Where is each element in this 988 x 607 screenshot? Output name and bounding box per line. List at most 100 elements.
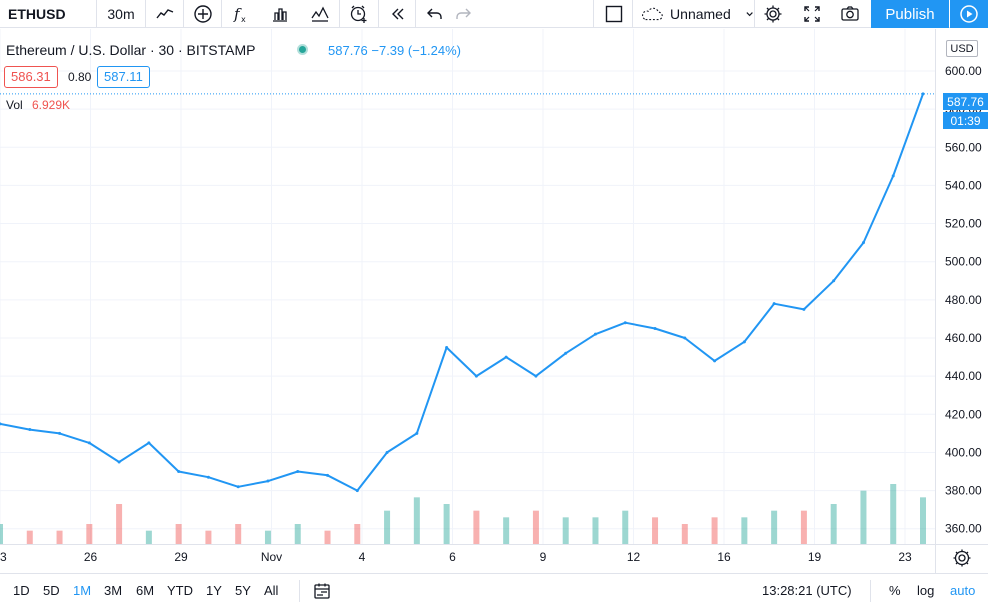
interval-button[interactable]: 30m — [107, 6, 135, 22]
alert-icon[interactable] — [342, 0, 376, 28]
volume-bar — [264, 530, 271, 544]
price-tick-label: 420.00 — [945, 407, 982, 421]
volume-bar — [413, 497, 420, 544]
volume-bar — [324, 530, 331, 544]
range-1y[interactable]: 1Y — [206, 583, 222, 598]
play-icon — [960, 5, 978, 23]
price-point — [87, 441, 91, 445]
templates-icon[interactable] — [303, 0, 337, 28]
price-tick-label: 460.00 — [945, 331, 982, 345]
price-point — [177, 470, 181, 474]
price-point — [266, 479, 270, 483]
price-point — [385, 450, 389, 454]
time-tick-label: Nov — [261, 550, 282, 564]
volume-bar — [473, 510, 480, 544]
range-5y[interactable]: 5Y — [235, 583, 251, 598]
range-ytd[interactable]: YTD — [167, 583, 193, 598]
range-1m[interactable]: 1M — [73, 583, 92, 598]
price-point — [117, 460, 121, 464]
spread-value: 0.80 — [68, 70, 92, 84]
settings-icon[interactable] — [756, 0, 790, 28]
range-6m[interactable]: 6M — [136, 583, 155, 598]
volume-bar — [26, 530, 33, 544]
price-tick-label: 500.00 — [945, 255, 982, 269]
price-point — [921, 92, 925, 96]
play-button[interactable] — [950, 0, 988, 28]
time-tick-label: 4 — [359, 550, 366, 564]
toolbar-divider — [593, 0, 594, 28]
replay-icon[interactable] — [381, 0, 415, 28]
volume-bar — [652, 517, 659, 544]
price-point — [772, 302, 776, 306]
fullscreen-icon[interactable] — [795, 0, 829, 28]
percent-toggle[interactable]: % — [889, 583, 901, 598]
price-tick-label: 540.00 — [945, 178, 982, 192]
legend-title: Ethereum / U.S. Dollar · 30 · BITSTAMP — [6, 42, 256, 58]
financials-icon[interactable] — [263, 0, 297, 28]
legend-price: 587.76 −7.39 (−1.24%) — [328, 43, 461, 58]
redo-icon[interactable] — [446, 0, 480, 28]
snapshot-icon[interactable] — [833, 0, 867, 28]
toolbar-divider — [221, 0, 222, 28]
bottom-toolbar: 1D 5D 1M 3M 6M YTD 1Y 5Y All 13:28:21 (U… — [0, 573, 988, 607]
price-chart[interactable]: 360.00 380.00 400.00 420.00 440.00 460.00 480.… — [0, 29, 988, 573]
price-point — [355, 489, 359, 493]
undo-icon[interactable] — [418, 0, 452, 28]
volume-bar — [532, 510, 539, 544]
add-symbol-icon[interactable] — [186, 0, 220, 28]
volume-bar — [711, 517, 718, 544]
volume-bar — [562, 517, 569, 544]
bar-style-icon[interactable] — [148, 0, 182, 28]
volume-bar — [860, 490, 867, 544]
chevron-down-icon — [746, 12, 753, 17]
time-tick-label: 12 — [627, 550, 641, 564]
range-5d[interactable]: 5D — [43, 583, 60, 598]
volume-bar — [771, 510, 778, 544]
volume-bar — [56, 530, 63, 544]
toolbar-divider — [183, 0, 184, 28]
toolbar-divider — [96, 0, 97, 28]
price-tick-label: 560.00 — [945, 140, 982, 154]
price-tick-label: 520.00 — [945, 217, 982, 231]
bid-price[interactable]: 586.31 — [4, 66, 58, 88]
price-point — [653, 326, 657, 330]
publish-button[interactable]: Publish — [871, 0, 949, 28]
price-point — [891, 174, 895, 178]
price-point — [504, 355, 508, 359]
range-all[interactable]: All — [264, 583, 279, 598]
clock[interactable]: 13:28:21 (UTC) — [762, 583, 852, 598]
price-tick-label: 400.00 — [945, 445, 982, 459]
volume-bar — [354, 524, 361, 544]
price-point — [742, 340, 746, 344]
auto-toggle[interactable]: auto — [950, 583, 976, 598]
log-toggle[interactable]: log — [917, 583, 935, 598]
price-point — [861, 241, 865, 245]
range-3m[interactable]: 3M — [104, 583, 123, 598]
ask-price[interactable]: 587.11 — [97, 66, 150, 88]
volume-bar — [800, 510, 807, 544]
layout-icon[interactable] — [597, 0, 631, 28]
cloud-icon — [642, 7, 663, 21]
symbol-search[interactable]: ETHUSD — [8, 6, 66, 22]
go-to-date-icon[interactable] — [313, 582, 331, 600]
price-point — [474, 374, 478, 378]
price-point — [593, 332, 597, 336]
range-1d[interactable]: 1D — [13, 583, 30, 598]
price-tick-label: 600.00 — [945, 64, 982, 78]
price-point — [58, 431, 62, 435]
price-tick-label: 440.00 — [945, 369, 982, 383]
volume-bar — [681, 524, 688, 544]
price-point — [28, 428, 32, 432]
time-tick-label: 26 — [84, 550, 98, 564]
bottom-divider — [870, 580, 871, 602]
price-point — [683, 336, 687, 340]
currency-badge[interactable]: USD — [946, 40, 978, 57]
volume-bar — [443, 504, 450, 544]
bar-countdown: 01:39 — [943, 112, 988, 129]
bottom-divider — [299, 580, 300, 602]
axis-settings-icon[interactable] — [952, 548, 972, 568]
volume-bar — [235, 524, 242, 544]
layout-name-menu[interactable]: Unnamed — [634, 0, 754, 28]
layout-name: Unnamed — [670, 6, 731, 22]
